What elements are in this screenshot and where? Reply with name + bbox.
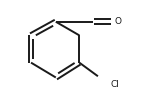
Text: O: O	[114, 17, 121, 26]
Text: Cl: Cl	[110, 80, 119, 89]
